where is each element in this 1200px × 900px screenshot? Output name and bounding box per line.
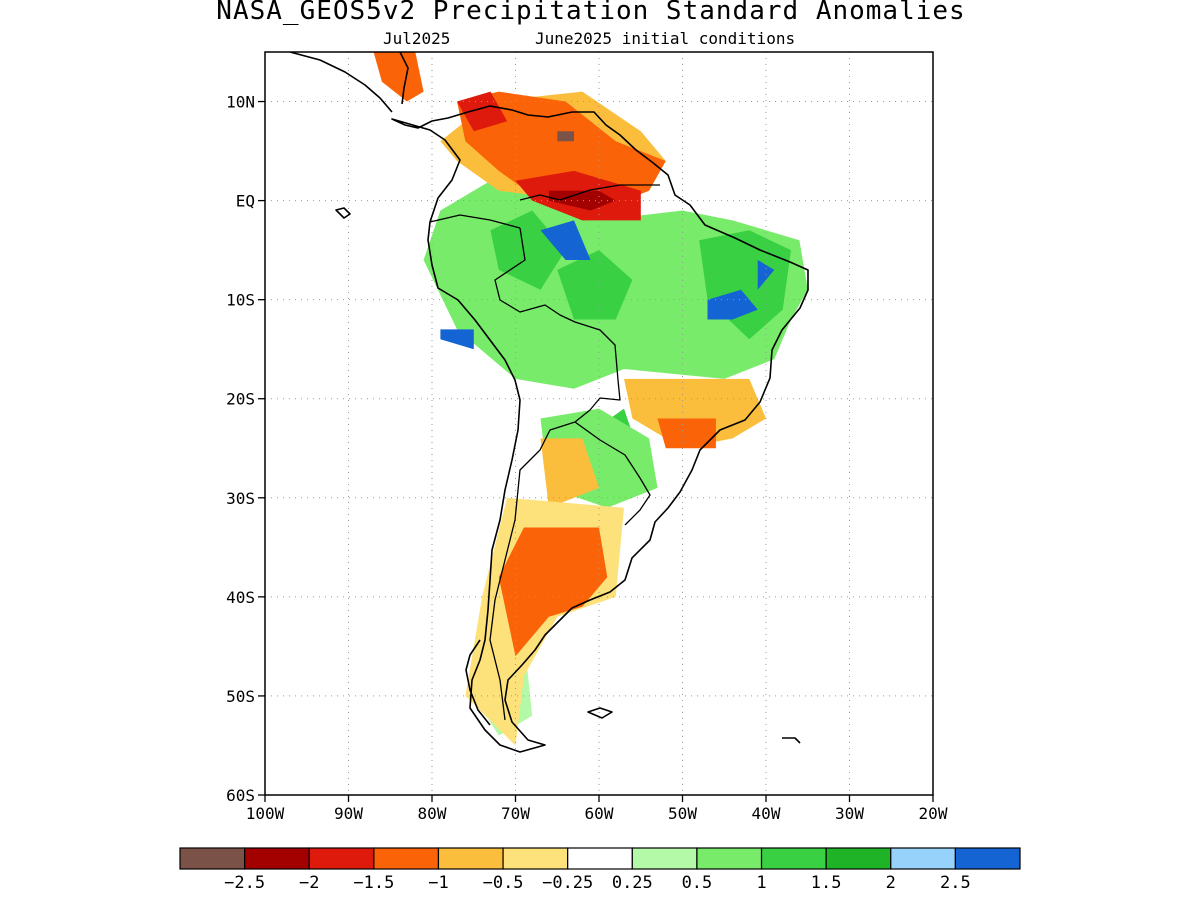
- colorbar-swatch: [244, 847, 310, 870]
- lon-tick-label: 50W: [668, 804, 697, 823]
- anomaly-region-dark-red: [548, 190, 616, 211]
- colorbar-swatch: [373, 847, 440, 870]
- colorbar-swatch: [502, 847, 569, 870]
- lat-tick-label: 50S: [226, 687, 255, 706]
- lon-tick-label: 60W: [585, 804, 614, 823]
- colorbar-label: 1: [756, 873, 766, 893]
- anomaly-region-orange: [657, 418, 716, 449]
- colorbar-swatch: [179, 847, 246, 870]
- lon-tick-label: 40W: [752, 804, 781, 823]
- anomaly-region-blue: [707, 289, 758, 320]
- colorbar-label: 1.5: [811, 873, 842, 893]
- colorbar-swatch: [696, 847, 763, 870]
- lat-tick-label: 10N: [226, 93, 255, 112]
- anomaly-region-blue: [540, 220, 591, 260]
- anomaly-region-light-orange: [540, 438, 599, 508]
- galapagos-islands: [335, 207, 351, 219]
- colorbar-label: −0.5: [483, 873, 524, 893]
- colorbar-label: 0.25: [612, 873, 653, 893]
- colorbar: [179, 847, 1021, 870]
- lat-tick-label: 20S: [226, 390, 255, 409]
- lat-tick-label: 40S: [226, 588, 255, 607]
- colorbar-label: −0.25: [542, 873, 593, 893]
- anomaly-region-light-orange: [624, 378, 766, 449]
- lat-tick-label: 30S: [226, 489, 255, 508]
- central-america-coastline: [289, 52, 409, 113]
- colorbar-label: −1: [428, 873, 448, 893]
- colorbar-label: −2: [299, 873, 319, 893]
- colorbar-label: −2.5: [224, 873, 265, 893]
- anomaly-region-brown: [557, 131, 574, 142]
- colorbar-swatch: [308, 847, 375, 870]
- colorbar-swatch: [567, 847, 633, 870]
- colorbar-label: −1.5: [353, 873, 394, 893]
- colorbar-swatch: [825, 847, 892, 870]
- map-title: NASA_GEOS5v2 Precipitation Standard Anom…: [216, 0, 966, 26]
- anomaly-region-dark-green: [557, 250, 633, 320]
- colorbar-swatch: [890, 847, 956, 870]
- colorbar-labels: −2.5 −2 −1.5 −1 −0.5 −0.25 0.25 0.5 1 1.5 2 2.5: [224, 873, 971, 893]
- longitude-labels: 100W 90W 80W 70W 60W 50W 40W 30W 20W: [246, 804, 948, 823]
- lon-tick-label: 20W: [919, 804, 948, 823]
- colorbar-label: 2: [886, 873, 896, 893]
- anomaly-region-orange: [457, 91, 666, 211]
- colorbar-label: 0.5: [682, 873, 713, 893]
- initial-conditions-label: June2025 initial conditions: [535, 29, 796, 48]
- colorbar-swatch: [631, 847, 698, 870]
- south-america-coastline: [391, 105, 809, 753]
- lat-tick-label: EQ: [236, 192, 255, 211]
- anomaly-region-orange: [373, 52, 424, 102]
- borders: [429, 184, 660, 721]
- coastlines: [289, 52, 809, 753]
- anomaly-region-orange: [498, 527, 608, 657]
- lon-tick-label: 70W: [501, 804, 530, 823]
- colorbar-swatch: [954, 847, 1021, 870]
- chiloe-fjords: [465, 639, 491, 726]
- lon-tick-label: 30W: [835, 804, 864, 823]
- lat-tick-label: 10S: [226, 291, 255, 310]
- forecast-month-label: Jul2025: [383, 29, 451, 48]
- south-georgia-island: [782, 737, 801, 744]
- colorbar-label: 2.5: [940, 873, 971, 893]
- lon-tick-label: 100W: [246, 804, 285, 823]
- anomaly-region-blue: [440, 329, 474, 350]
- lon-tick-label: 90W: [334, 804, 363, 823]
- lon-tick-label: 80W: [418, 804, 447, 823]
- anomaly-shading: [373, 52, 808, 746]
- colorbar-swatch: [760, 847, 827, 870]
- latitude-labels: 10N EQ 10S 20S 30S 40S 50S 60S: [226, 93, 255, 805]
- axis-ticks: [258, 100, 934, 802]
- falkland-islands: [587, 707, 613, 719]
- lat-tick-label: 60S: [226, 786, 255, 805]
- colorbar-swatch: [437, 847, 504, 870]
